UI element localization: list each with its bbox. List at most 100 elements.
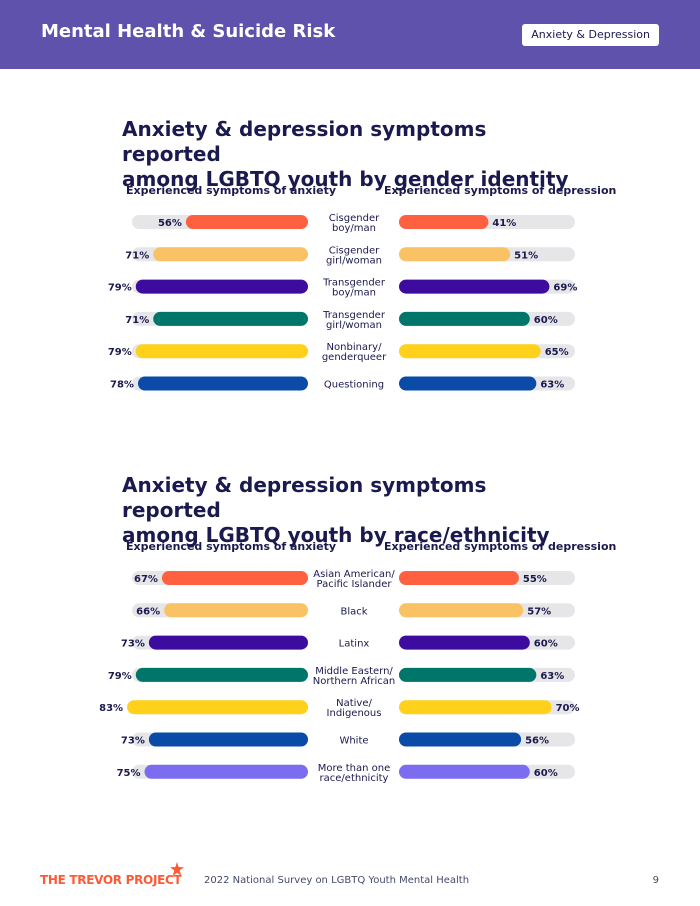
category-label-line: Pacific Islander (317, 579, 393, 590)
category-label-line: Asian American/ (313, 569, 395, 580)
anxiety-bar (135, 279, 308, 294)
depression-bar (399, 344, 541, 359)
category-label-line: Cisgender (329, 245, 380, 256)
category-label-line: girl/woman (326, 320, 382, 331)
anxiety-value-label: 75% (117, 768, 141, 779)
anxiety-bar (148, 732, 308, 747)
depression-heading: Experienced symptoms of depression (384, 184, 617, 197)
anxiety-bar (148, 635, 308, 650)
category-label-line: Transgender (322, 310, 386, 321)
star-icon (170, 862, 184, 876)
anxiety-value-label: 79% (108, 347, 132, 358)
anxiety-bar (135, 344, 308, 359)
category-label-line: race/ethnicity (320, 773, 389, 784)
depression-value-label: 69% (553, 283, 577, 294)
anxiety-value-label: 71% (125, 250, 149, 261)
category-label-line: Nonbinary/ (327, 342, 383, 353)
category-label-line: boy/man (332, 223, 376, 234)
depression-bar (399, 603, 524, 618)
depression-bar (399, 279, 550, 294)
header-title: Mental Health & Suicide Risk (41, 21, 336, 42)
chart-title-gender: Anxiety & depression symptoms reported a… (122, 117, 592, 192)
anxiety-value-label: 73% (121, 639, 145, 650)
category-label: Middle Eastern/Northern African (313, 666, 395, 687)
category-label: Asian American/Pacific Islander (313, 569, 395, 590)
depression-value-label: 60% (534, 639, 558, 650)
anxiety-value-label: 79% (108, 671, 132, 682)
category-label: Transgender girl/woman (322, 310, 386, 331)
depression-value-label: 51% (514, 250, 538, 261)
anxiety-value-label: 67% (134, 574, 158, 585)
category-label: Transgender boy/man (322, 278, 386, 299)
depression-bar (399, 571, 519, 585)
depression-value-label: 55% (523, 574, 547, 585)
chart-title-race: Anxiety & depression symptoms reported a… (122, 473, 592, 548)
trevor-project-logo: THE TREVOR PROJECT (40, 873, 182, 887)
anxiety-value-label: 73% (121, 736, 145, 747)
depression-bar (399, 311, 530, 326)
anxiety-value-label: 78% (110, 380, 134, 391)
category-label: Native/Indigenous (327, 698, 382, 719)
category-label: White (339, 736, 368, 747)
chart-title-line: among LGBTQ youth by race/ethnicity (122, 523, 550, 547)
depression-value-label: 60% (534, 315, 558, 326)
footer-survey-name: 2022 National Survey on LGBTQ Youth Ment… (204, 875, 470, 886)
depression-bar (399, 376, 537, 391)
anxiety-heading: Experienced symptoms of anxiety (126, 184, 337, 197)
category-label: Cisgender girl/woman (326, 245, 382, 266)
anxiety-value-label: 71% (125, 315, 149, 326)
anxiety-bar (127, 700, 308, 715)
category-label-line: genderqueer (322, 352, 387, 363)
anxiety-heading: Experienced symptoms of anxiety (126, 540, 337, 553)
depression-bar (399, 215, 489, 229)
section-badge: Anxiety & Depression (522, 24, 659, 46)
anxiety-bar (161, 571, 308, 585)
depression-value-label: 57% (527, 606, 551, 617)
anxiety-value-label: 83% (99, 703, 123, 714)
anxiety-bar (137, 376, 308, 391)
depression-value-label: 56% (525, 736, 549, 747)
anxiety-value-label: 79% (108, 283, 132, 294)
category-label: Questioning (324, 380, 384, 391)
anxiety-value-label: 66% (136, 606, 160, 617)
category-label: Black (340, 606, 367, 617)
category-label-line: More than one (318, 763, 390, 774)
category-label-line: Cisgender (329, 213, 380, 224)
depression-bar (399, 764, 530, 779)
chart-title-line: among LGBTQ youth by gender identity (122, 167, 569, 191)
category-label-line: Middle Eastern/ (315, 666, 393, 677)
anxiety-bar (135, 667, 308, 682)
page-number: 9 (652, 875, 659, 886)
chart-race-ethnicity: 67% 55% Asian American/Pacific Islander 66%… (99, 569, 580, 784)
depression-heading: Experienced symptoms of depression (384, 540, 617, 553)
category-label: Nonbinary/genderqueer (322, 342, 387, 363)
depression-bar (399, 700, 552, 715)
category-label: More than one race/ethnicity (318, 763, 390, 784)
depression-bar (399, 667, 537, 682)
depression-value-label: 60% (534, 768, 558, 779)
category-label-line: Northern African (313, 676, 395, 687)
category-label-line: girl/woman (326, 255, 382, 266)
category-label-line: Transgender (322, 278, 386, 289)
anxiety-bar (185, 215, 308, 229)
anxiety-bar (153, 311, 308, 326)
category-label-line: Indigenous (327, 708, 382, 719)
depression-bar (399, 732, 522, 747)
anxiety-bar (144, 764, 308, 779)
chart-title-line: Anxiety & depression symptoms reported (122, 117, 487, 166)
category-label: Latinx (339, 639, 370, 650)
depression-value-label: 65% (545, 347, 569, 358)
category-label-line: Native/ (336, 698, 372, 709)
anxiety-value-label: 56% (158, 218, 182, 229)
anxiety-bar (164, 603, 308, 618)
depression-value-label: 70% (556, 703, 580, 714)
page-header: Mental Health & Suicide Risk Anxiety & D… (0, 0, 700, 69)
depression-bar (399, 247, 511, 262)
chart-title-line: Anxiety & depression symptoms reported (122, 473, 487, 522)
category-label-line: boy/man (332, 288, 376, 299)
depression-bar (399, 635, 530, 650)
anxiety-bar (153, 247, 308, 262)
category-label: Cisgender boy/man (329, 213, 380, 234)
depression-value-label: 63% (540, 671, 564, 682)
